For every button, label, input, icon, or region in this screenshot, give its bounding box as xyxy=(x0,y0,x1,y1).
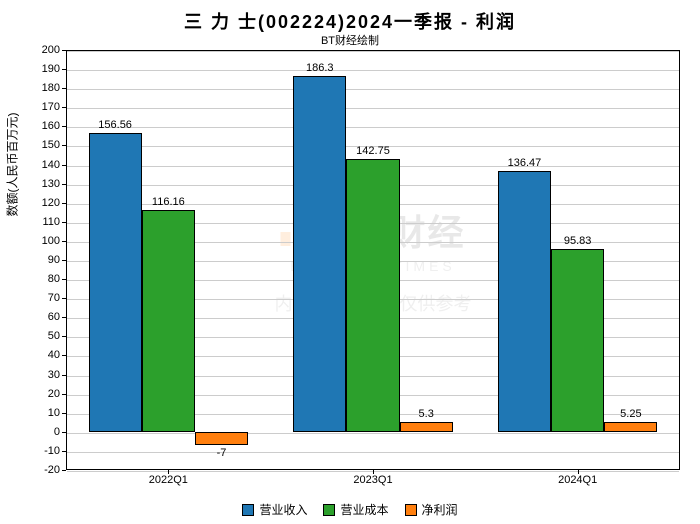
legend-label: 营业收入 xyxy=(259,501,307,518)
bar-value-label: 136.47 xyxy=(508,157,542,169)
bar xyxy=(293,76,346,432)
legend-label: 营业成本 xyxy=(340,501,388,518)
gridline xyxy=(67,108,679,109)
legend-item: 净利润 xyxy=(405,501,458,518)
ytick-mark xyxy=(62,107,66,108)
legend-item: 营业收入 xyxy=(242,501,307,518)
bar-value-label: 186.3 xyxy=(306,62,334,74)
ytick-mark xyxy=(62,241,66,242)
ytick-label: 150 xyxy=(30,139,60,151)
bar-value-label: 142.75 xyxy=(356,145,390,157)
bar xyxy=(142,210,195,432)
xtick-label: 2022Q1 xyxy=(149,474,188,486)
bar xyxy=(346,159,399,432)
ytick-mark xyxy=(62,355,66,356)
ytick-label: 80 xyxy=(30,273,60,285)
bar-value-label: 5.25 xyxy=(620,408,641,420)
ytick-label: 180 xyxy=(30,82,60,94)
ytick-label: 160 xyxy=(30,120,60,132)
ytick-mark xyxy=(62,336,66,337)
bar-value-label: 116.16 xyxy=(152,196,185,208)
ytick-mark xyxy=(62,470,66,471)
ytick-mark xyxy=(62,298,66,299)
bar xyxy=(604,422,657,432)
legend: 营业收入 营业成本 净利润 xyxy=(0,501,700,518)
ytick-label: 100 xyxy=(30,235,60,247)
ytick-mark xyxy=(62,375,66,376)
ytick-label: 0 xyxy=(30,426,60,438)
ytick-label: 30 xyxy=(30,369,60,381)
ytick-mark xyxy=(62,222,66,223)
ytick-label: 20 xyxy=(30,388,60,400)
legend-item: 营业成本 xyxy=(323,501,388,518)
ytick-label: 170 xyxy=(30,101,60,113)
ytick-label: 90 xyxy=(30,254,60,266)
xtick-mark xyxy=(168,470,169,474)
ytick-mark xyxy=(62,145,66,146)
ytick-mark xyxy=(62,184,66,185)
bar xyxy=(498,171,551,432)
ytick-mark xyxy=(62,203,66,204)
ytick-mark xyxy=(62,260,66,261)
ytick-label: 140 xyxy=(30,159,60,171)
xtick-label: 2024Q1 xyxy=(558,474,597,486)
gridline xyxy=(67,89,679,90)
bar-value-label: -7 xyxy=(217,447,227,459)
bar xyxy=(551,249,604,432)
ytick-label: 70 xyxy=(30,292,60,304)
ytick-mark xyxy=(62,432,66,433)
ytick-label: -20 xyxy=(30,464,60,476)
chart-container: 三 力 士(002224)2024一季报 - 利润 BT财经绘制 BT财经 BU… xyxy=(0,0,700,524)
ytick-mark xyxy=(62,165,66,166)
xtick-mark xyxy=(373,470,374,474)
legend-swatch-icon xyxy=(405,504,417,516)
legend-swatch-icon xyxy=(323,504,335,516)
y-axis-label: 数额(人民币百万元) xyxy=(4,113,21,217)
bar-value-label: 95.83 xyxy=(564,235,592,247)
ytick-label: 190 xyxy=(30,63,60,75)
ytick-mark xyxy=(62,279,66,280)
bar-value-label: 156.56 xyxy=(98,119,132,131)
ytick-label: 200 xyxy=(30,44,60,56)
ytick-mark xyxy=(62,451,66,452)
legend-label: 净利润 xyxy=(422,501,458,518)
gridline xyxy=(67,127,679,128)
xtick-label: 2023Q1 xyxy=(353,474,392,486)
gridline xyxy=(67,452,679,453)
ytick-label: 50 xyxy=(30,330,60,342)
gridline xyxy=(67,70,679,71)
gridline xyxy=(67,433,679,434)
ytick-mark xyxy=(62,394,66,395)
bar-value-label: 5.3 xyxy=(419,408,434,420)
chart-title: 三 力 士(002224)2024一季报 - 利润 xyxy=(0,8,700,34)
ytick-mark xyxy=(62,126,66,127)
xtick-mark xyxy=(578,470,579,474)
ytick-label: 60 xyxy=(30,311,60,323)
legend-swatch-icon xyxy=(242,504,254,516)
gridline xyxy=(67,51,679,52)
ytick-mark xyxy=(62,413,66,414)
bar xyxy=(195,432,248,445)
ytick-label: 110 xyxy=(30,216,60,228)
bar xyxy=(400,422,453,432)
ytick-label: 10 xyxy=(30,407,60,419)
ytick-label: -10 xyxy=(30,445,60,457)
ytick-label: 40 xyxy=(30,349,60,361)
bar xyxy=(89,133,142,432)
ytick-label: 120 xyxy=(30,197,60,209)
chart-subtitle: BT财经绘制 xyxy=(0,32,700,48)
ytick-mark xyxy=(62,88,66,89)
ytick-label: 130 xyxy=(30,178,60,190)
ytick-mark xyxy=(62,50,66,51)
ytick-mark xyxy=(62,317,66,318)
ytick-mark xyxy=(62,69,66,70)
